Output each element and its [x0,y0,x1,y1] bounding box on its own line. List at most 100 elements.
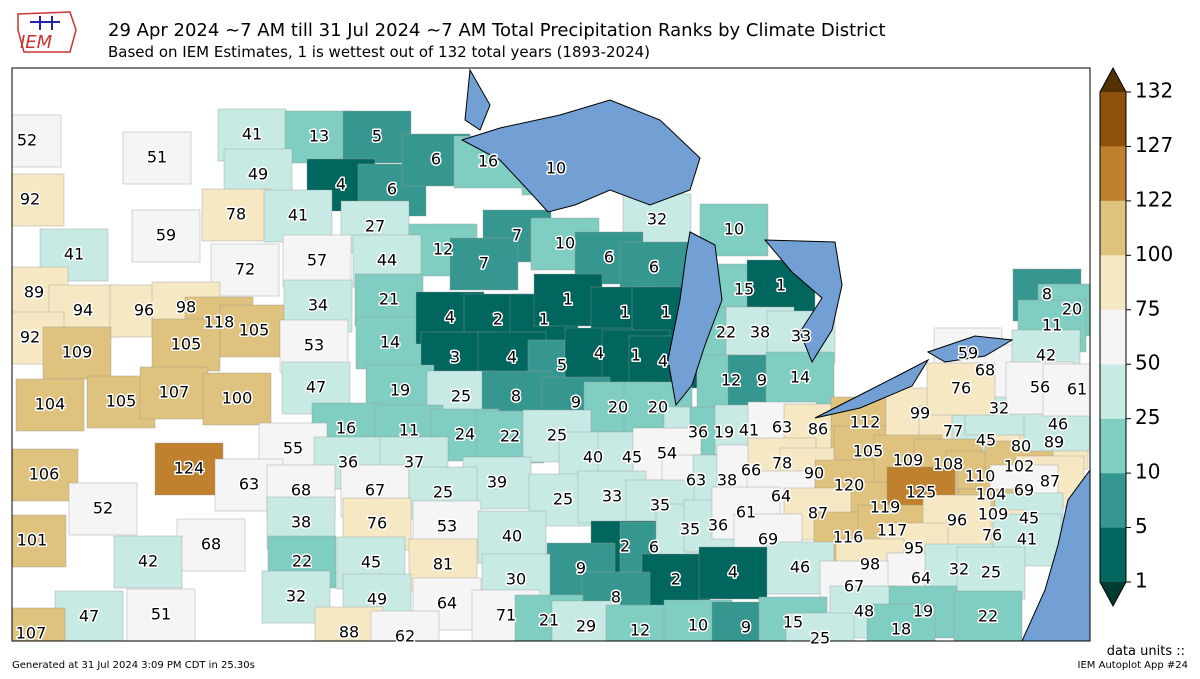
district-label: 49 [248,165,268,184]
district-label: 38 [291,513,311,532]
district-label: 33 [602,487,622,506]
district-label: 104 [976,485,1007,504]
district-label: 76 [982,526,1002,545]
district-label: 67 [365,481,385,500]
district-label: 63 [686,471,706,490]
district-label: 109 [978,505,1009,524]
district-label: 80 [1011,437,1031,456]
district-label: 19 [913,602,933,621]
district [54,590,124,641]
colorbar-extend-low [1100,582,1126,606]
district [12,448,79,502]
district-label: 62 [395,627,415,646]
district-label: 69 [758,530,778,549]
district-label: 39 [487,473,507,492]
district-label: 124 [174,459,205,478]
district [284,110,354,164]
district [139,366,209,420]
district-label: 11 [399,421,419,440]
colorbar-bin [1100,473,1126,528]
district-label: 109 [62,343,93,362]
district-label: 40 [583,448,603,467]
district-label: 9 [741,618,751,637]
district-label: 45 [622,448,642,467]
colorbar-tick-label: 25 [1135,405,1160,429]
district-label: 9 [571,393,581,412]
district-label: 57 [307,251,327,270]
colorbar-tick-label: 5 [1135,514,1148,538]
district-label: 6 [604,248,614,267]
district-label: 19 [390,381,410,400]
units-note: data units :: [1107,644,1185,659]
district [210,243,280,297]
district-label: 48 [854,602,874,621]
district-label: 3 [450,348,460,367]
district [866,603,936,641]
district [151,318,221,372]
district-label: 36 [338,453,358,472]
app-note: IEM Autoplot App #24 [1078,660,1188,671]
district [176,518,246,572]
colorbar-extend-high [1100,68,1126,92]
district-label: 61 [1067,380,1087,399]
district-label: 41 [1017,530,1037,549]
district-label: 25 [451,387,471,406]
district-label: 96 [134,301,154,320]
district-label: 32 [647,210,667,229]
district-label: 41 [288,206,308,225]
district-label: 37 [404,453,424,472]
district-label: 4 [594,344,604,363]
district-label: 35 [680,520,700,539]
district [342,110,412,164]
district-label: 12 [433,240,453,259]
district-label: 53 [304,336,324,355]
district-label: 51 [147,148,167,167]
district-label: 6 [649,258,659,277]
district-label: 61 [736,503,756,522]
district-label: 19 [714,423,734,442]
logo: IEM [17,11,77,53]
district-label: 120 [834,476,865,495]
district-label: 68 [291,481,311,500]
district-label: 1 [631,346,641,365]
district-label: 98 [860,555,880,574]
colorbar-bin [1100,309,1126,365]
colorbar-tick-label: 50 [1135,351,1160,375]
district-label: 16 [336,419,356,438]
district-label: 46 [790,558,810,577]
district-label: 105 [106,392,137,411]
district-label: 69 [1014,481,1034,500]
district [619,241,689,295]
district-label: 11 [1042,316,1062,335]
district-label: 10 [555,234,575,253]
district-label: 2 [671,570,681,589]
district-label: 46 [1048,415,1068,434]
district-label: 9 [757,371,767,390]
district-label: 53 [437,517,457,536]
district-label: 22 [500,427,520,446]
district-label: 1 [776,276,786,295]
colorbar-bin [1100,92,1126,147]
district [131,209,201,263]
district [956,546,1026,600]
district [15,378,85,432]
district-label: 41 [242,125,262,144]
district-label: 92 [20,190,40,209]
district-label: 40 [502,527,522,546]
district-label: 68 [201,535,221,554]
district-label: 25 [810,629,830,648]
district-label: 32 [989,399,1009,418]
district-label: 45 [976,431,996,450]
district-label: 96 [947,511,967,530]
district-label: 110 [965,467,996,486]
district-label: 76 [367,514,387,533]
district [126,588,196,641]
district-label: 18 [891,620,911,639]
district-label: 7 [512,226,522,245]
district-label: 9 [576,559,586,578]
district-label: 41 [739,421,759,440]
district-label: 49 [367,590,387,609]
colorbar-bin [1100,418,1126,474]
